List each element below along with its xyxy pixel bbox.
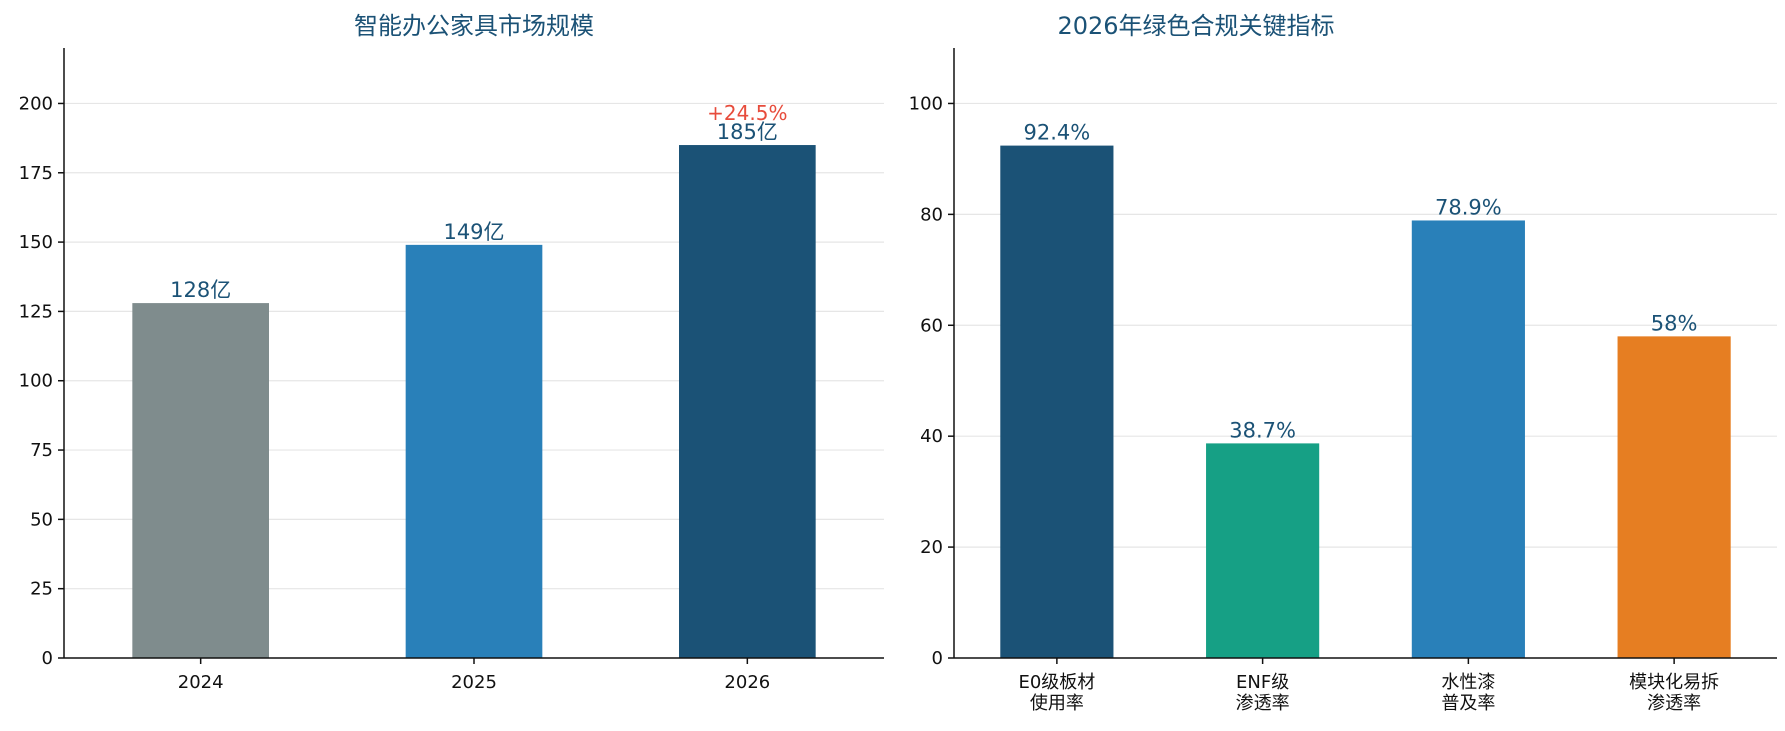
bar [405, 244, 543, 658]
x-tick-label: 渗透率 [1236, 693, 1290, 714]
data-label: 92.4% [1024, 121, 1091, 145]
y-tick-label: 0 [932, 648, 943, 669]
bar [1206, 443, 1320, 658]
chart-title: 2026年绿色合规关键指标 [1057, 12, 1334, 40]
y-tick-label: 175 [19, 163, 53, 184]
y-tick-label: 60 [920, 315, 943, 336]
x-tick-label: 渗透率 [1647, 693, 1701, 714]
bar [1617, 336, 1731, 658]
y-tick-label: 100 [19, 371, 53, 392]
x-tick-label: 水性漆 [1441, 672, 1495, 693]
y-tick-label: 40 [920, 426, 943, 447]
y-tick-label: 200 [19, 93, 53, 114]
x-tick-label: 2024 [178, 672, 224, 693]
y-tick-label: 25 [30, 579, 53, 600]
bar [1000, 145, 1114, 659]
y-tick-label: 0 [42, 648, 53, 669]
bar [1411, 220, 1525, 659]
data-label: 149亿 [443, 220, 504, 244]
chart-title: 智能办公家具市场规模 [354, 12, 594, 40]
x-tick-label: 2025 [451, 672, 497, 693]
data-label: 185亿 [717, 120, 778, 144]
y-tick-label: 50 [30, 509, 53, 530]
y-tick-label: 80 [920, 204, 943, 225]
data-label: 78.9% [1435, 195, 1502, 219]
data-label: 58% [1651, 311, 1698, 335]
y-tick-label: 125 [19, 301, 53, 322]
y-tick-label: 150 [19, 232, 53, 253]
y-tick-label: 100 [909, 93, 943, 114]
green-compliance-chart: 2026年绿色合规关键指标 92.4%E0级板材使用率38.7%ENF级渗透率7… [909, 12, 1777, 714]
x-tick-label: E0级板材 [1018, 672, 1095, 693]
x-tick-label: 2026 [724, 672, 770, 693]
x-tick-label: 使用率 [1030, 693, 1084, 714]
bar [132, 303, 269, 658]
x-tick-label: ENF级 [1236, 672, 1289, 693]
data-label: 128亿 [170, 278, 231, 302]
market-size-chart: 智能办公家具市场规模 128亿 2024 149亿 2025 185亿 2026 +24.5… [19, 12, 884, 693]
data-label: 38.7% [1229, 418, 1296, 442]
x-tick-label: 模块化易拆 [1629, 672, 1719, 693]
growth-annotation: +24.5% [707, 101, 787, 125]
bar [679, 145, 816, 658]
y-tick-label: 75 [30, 440, 53, 461]
y-tick-label: 20 [920, 537, 943, 558]
x-tick-label: 普及率 [1441, 693, 1495, 714]
